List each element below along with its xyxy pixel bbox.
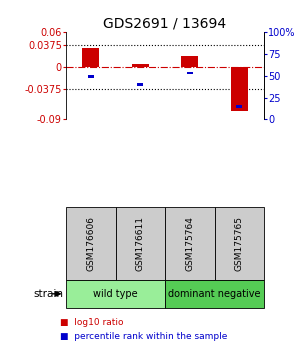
Text: GSM176606: GSM176606 [86,216,95,271]
Bar [187,72,193,74]
Bar [236,105,242,108]
Bar [132,64,149,67]
Bar [137,83,143,86]
Text: GSM175765: GSM175765 [235,216,244,271]
Bar [88,75,94,78]
Text: ■  log10 ratio: ■ log10 ratio [60,318,124,327]
Bar [231,67,248,111]
Text: GSM176611: GSM176611 [136,216,145,271]
Bar [82,48,99,67]
Bar [181,56,198,67]
Text: wild type: wild type [93,289,138,299]
Bar [214,207,264,280]
Text: GSM175764: GSM175764 [185,216,194,271]
Text: strain: strain [33,289,63,299]
Bar [165,207,214,280]
Bar [66,280,165,308]
Bar [116,207,165,280]
Bar [66,207,116,280]
Text: dominant negative: dominant negative [168,289,261,299]
Bar [165,280,264,308]
Title: GDS2691 / 13694: GDS2691 / 13694 [103,17,226,31]
Text: ■  percentile rank within the sample: ■ percentile rank within the sample [60,332,227,341]
